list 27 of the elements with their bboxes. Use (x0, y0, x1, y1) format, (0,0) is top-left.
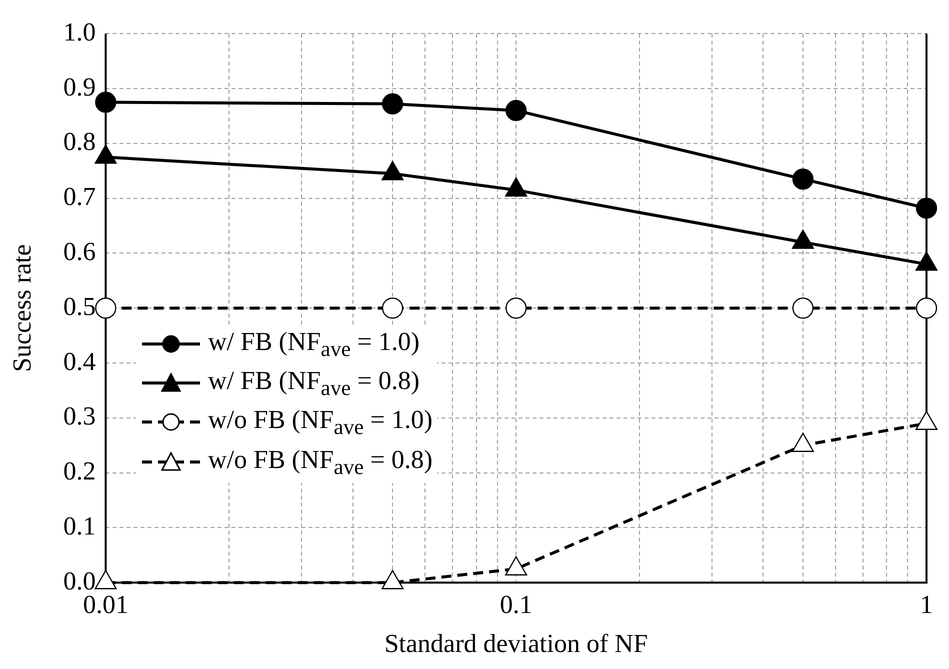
point (95, 92, 116, 113)
legend-label: w/ FB (NF$_{ave}$ = 0.8) (208, 366, 420, 400)
legend-label: w/o FB (NF$_{ave}$ = 0.8) (208, 444, 433, 479)
point (506, 100, 527, 122)
y-tick-label: 1.0 (63, 17, 96, 46)
point (916, 298, 938, 319)
point (916, 410, 938, 430)
y-tick-label: 0.1 (63, 512, 96, 541)
x-tick-label: 0.1 (500, 590, 532, 620)
y-tick-label: 0.2 (63, 456, 96, 486)
x-tick-label: 1 (920, 590, 933, 620)
y-tick-label: 0.3 (63, 402, 96, 431)
legend-label: w/ FB (NF$_{ave}$ = 1.0) (208, 327, 420, 362)
point (505, 556, 528, 576)
x-axis-title: Standard deviation of NF (384, 629, 648, 658)
y-axis-title: Success rate (7, 244, 36, 372)
y-tick-label: 0.9 (63, 72, 96, 102)
y-tick-label: 0.5 (63, 292, 96, 321)
point (506, 298, 527, 319)
point (916, 198, 938, 219)
y-tick-label: 0.4 (63, 346, 96, 376)
legend-label: w/o FB (NF$_{ave}$ = 1.0) (208, 405, 433, 440)
y-tick-label: 0.8 (63, 127, 96, 156)
point (95, 298, 116, 319)
y-tick-label: 0.7 (63, 182, 96, 212)
point (94, 570, 117, 590)
y-tick-label: 0.6 (63, 237, 96, 266)
